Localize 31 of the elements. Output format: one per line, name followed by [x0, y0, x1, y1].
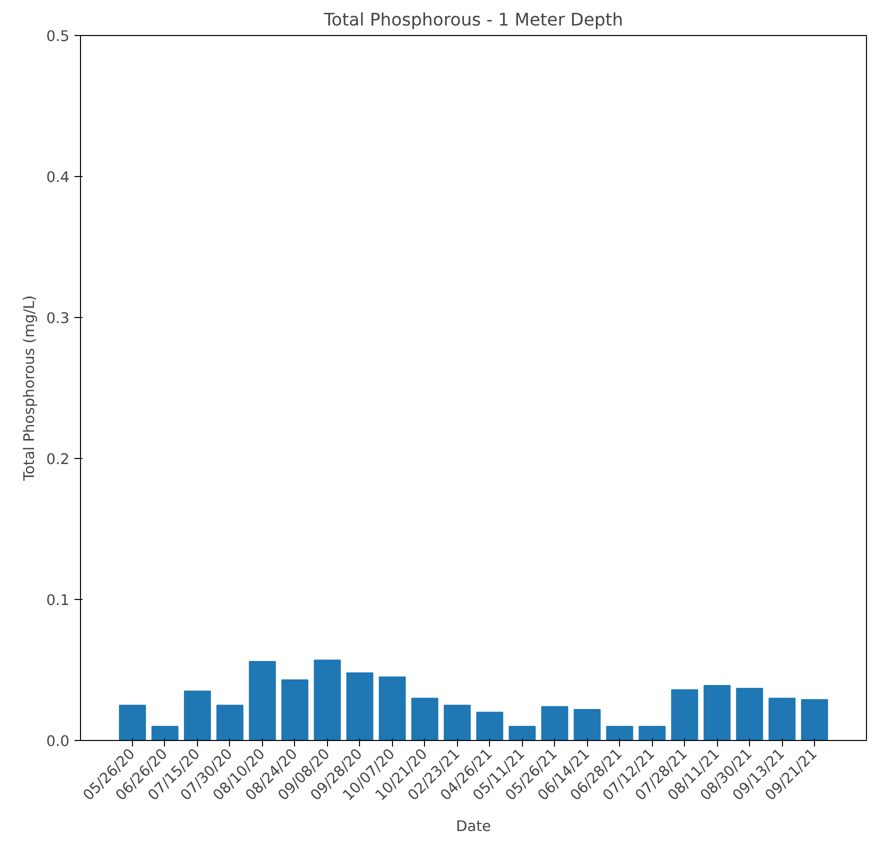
bar: [574, 708, 601, 740]
bar: [411, 698, 438, 740]
x-axis-title: Date: [456, 818, 492, 836]
y-axis-title: Total Phosphorous (mg/L): [21, 295, 38, 482]
y-tick-label: 0.5: [46, 28, 70, 45]
y-tick-label: 0.1: [46, 592, 70, 609]
bar: [118, 704, 146, 740]
y-tick-label: 0.2: [46, 451, 70, 468]
bar: [606, 726, 634, 740]
y-tick-label: 0.0: [46, 733, 70, 750]
bar: [216, 704, 244, 740]
bar: [508, 726, 536, 740]
bar: [378, 676, 406, 740]
bar: [801, 699, 828, 740]
bar: [346, 672, 374, 740]
bar: [281, 679, 308, 740]
bar: [151, 726, 178, 740]
bar: [638, 726, 666, 740]
bar: [704, 685, 731, 740]
y-tick-label: 0.3: [46, 310, 70, 327]
bar: [768, 698, 796, 740]
chart-title: Total Phosphorous - 1 Meter Depth: [322, 10, 624, 30]
bar: [248, 661, 276, 740]
bar: [314, 660, 341, 740]
bar: [184, 690, 211, 740]
bar: [476, 712, 504, 740]
y-tick-label: 0.4: [46, 169, 70, 186]
bar: [736, 688, 764, 740]
bar: [671, 689, 698, 740]
bar: [541, 706, 568, 740]
bar: [444, 704, 471, 740]
